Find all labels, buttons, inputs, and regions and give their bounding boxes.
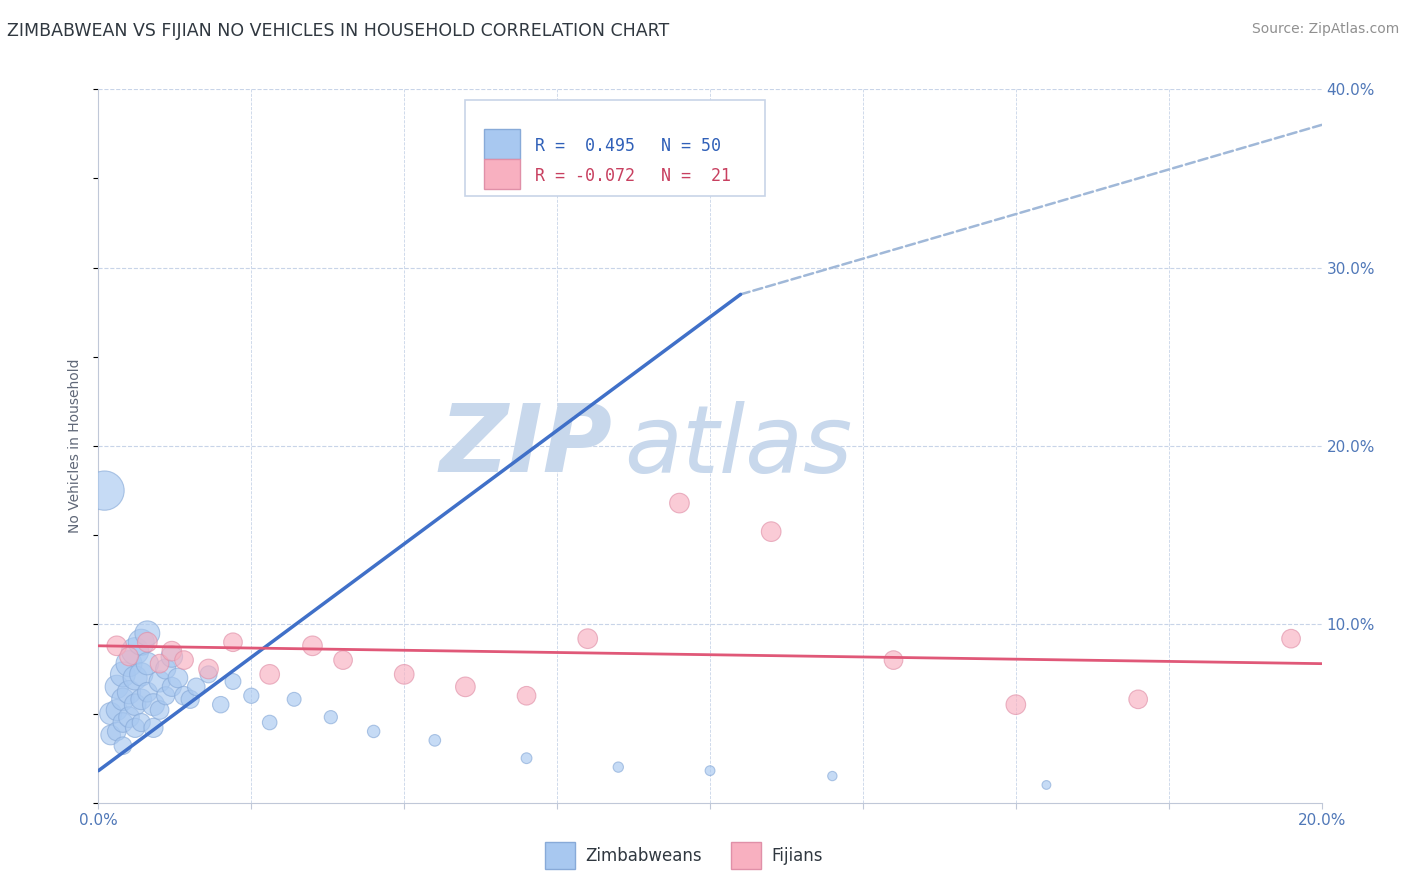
Point <box>259 667 281 681</box>
Point <box>883 653 905 667</box>
Point <box>136 657 159 671</box>
Text: Fijians: Fijians <box>772 847 823 864</box>
Point <box>149 674 172 689</box>
Point <box>1004 698 1026 712</box>
Point <box>576 632 599 646</box>
Point <box>124 671 146 685</box>
Point <box>129 667 152 681</box>
Point <box>516 751 538 765</box>
Point <box>124 644 146 658</box>
Point <box>259 715 281 730</box>
Point <box>160 644 183 658</box>
FancyBboxPatch shape <box>465 100 765 196</box>
Point <box>319 710 342 724</box>
Text: N =  21: N = 21 <box>661 168 731 186</box>
Point <box>332 653 354 667</box>
Point <box>129 692 152 706</box>
Text: N = 50: N = 50 <box>661 137 721 155</box>
FancyBboxPatch shape <box>484 159 520 189</box>
Point <box>197 667 219 681</box>
Point <box>93 483 115 498</box>
Text: Zimbabweans: Zimbabweans <box>585 847 702 864</box>
Point <box>105 703 128 717</box>
Point <box>118 657 141 671</box>
Point <box>516 689 538 703</box>
Point <box>149 703 172 717</box>
Point <box>111 692 134 706</box>
Text: R =  0.495: R = 0.495 <box>536 137 636 155</box>
Point <box>136 626 159 640</box>
Point <box>363 724 385 739</box>
Text: R = -0.072: R = -0.072 <box>536 168 636 186</box>
FancyBboxPatch shape <box>731 842 762 869</box>
Point <box>118 710 141 724</box>
Point <box>167 671 190 685</box>
Y-axis label: No Vehicles in Household: No Vehicles in Household <box>69 359 83 533</box>
Point <box>160 680 183 694</box>
Point <box>197 662 219 676</box>
Point <box>454 680 477 694</box>
Point <box>392 667 416 681</box>
Point <box>283 692 305 706</box>
Point <box>129 635 152 649</box>
Point <box>155 662 177 676</box>
Point <box>222 674 245 689</box>
Point <box>105 724 128 739</box>
Point <box>668 496 690 510</box>
Point <box>1128 692 1150 706</box>
Point <box>100 706 122 721</box>
Point <box>173 689 195 703</box>
Text: ZIMBABWEAN VS FIJIAN NO VEHICLES IN HOUSEHOLD CORRELATION CHART: ZIMBABWEAN VS FIJIAN NO VEHICLES IN HOUS… <box>7 22 669 40</box>
FancyBboxPatch shape <box>546 842 575 869</box>
Text: Source: ZipAtlas.com: Source: ZipAtlas.com <box>1251 22 1399 37</box>
Point <box>124 721 146 735</box>
Point <box>118 649 141 664</box>
Point <box>155 689 177 703</box>
Point <box>111 715 134 730</box>
Point <box>111 667 134 681</box>
Point <box>142 721 165 735</box>
Point <box>179 692 201 706</box>
FancyBboxPatch shape <box>484 129 520 159</box>
Point <box>607 760 630 774</box>
Point <box>699 764 721 778</box>
Point <box>759 524 782 539</box>
Point <box>301 639 323 653</box>
Point <box>149 657 172 671</box>
Point <box>118 685 141 699</box>
Point <box>136 635 159 649</box>
Point <box>186 680 208 694</box>
Point <box>173 653 195 667</box>
Point <box>1279 632 1302 646</box>
Point <box>105 639 128 653</box>
Point <box>209 698 232 712</box>
Point <box>111 739 134 753</box>
Text: atlas: atlas <box>624 401 852 491</box>
Point <box>105 680 128 694</box>
Point <box>136 685 159 699</box>
Point <box>124 698 146 712</box>
Point <box>423 733 446 747</box>
Point <box>129 715 152 730</box>
Point <box>100 728 122 742</box>
Point <box>222 635 245 649</box>
Text: ZIP: ZIP <box>439 400 612 492</box>
Point <box>1035 778 1057 792</box>
Point <box>821 769 844 783</box>
Point <box>240 689 263 703</box>
Point <box>160 649 183 664</box>
Point <box>142 698 165 712</box>
